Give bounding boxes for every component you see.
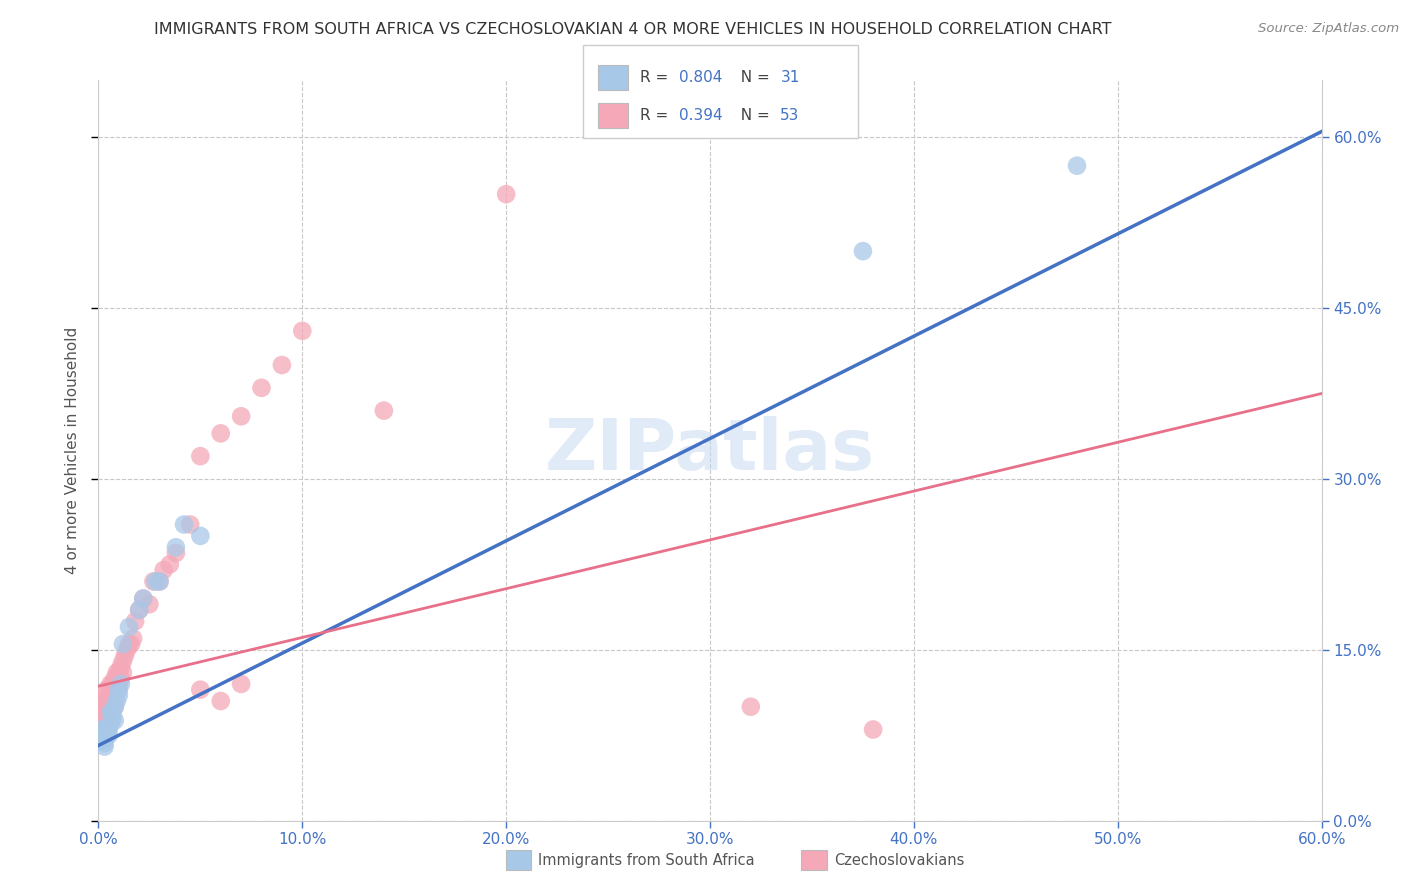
- Point: [89, 699, 111, 714]
- Text: Czechoslovakians: Czechoslovakians: [834, 854, 965, 868]
- Point: [132, 591, 155, 606]
- Point: [132, 591, 155, 606]
- Point: [96, 682, 118, 697]
- Point: [209, 426, 232, 441]
- Point: [93, 706, 115, 720]
- Point: [105, 665, 128, 680]
- Point: [110, 677, 132, 691]
- Point: [128, 603, 150, 617]
- Point: [373, 403, 395, 417]
- Point: [209, 694, 232, 708]
- Point: [100, 716, 122, 731]
- Point: [145, 574, 167, 589]
- Point: [96, 724, 118, 739]
- Point: [101, 706, 124, 720]
- Point: [108, 682, 131, 697]
- Point: [100, 677, 122, 691]
- Point: [110, 660, 132, 674]
- Point: [93, 736, 115, 750]
- Point: [122, 632, 145, 646]
- Point: [118, 620, 141, 634]
- Point: [104, 699, 127, 714]
- Point: [101, 682, 124, 697]
- Point: [105, 682, 128, 697]
- Point: [118, 637, 141, 651]
- Point: [165, 541, 187, 555]
- Point: [93, 699, 115, 714]
- Point: [101, 711, 124, 725]
- Point: [97, 694, 120, 708]
- Point: [124, 615, 146, 629]
- Point: [188, 449, 212, 463]
- Point: [93, 694, 115, 708]
- Point: [159, 558, 181, 572]
- Point: [100, 706, 122, 720]
- Point: [96, 689, 118, 703]
- Point: [93, 739, 115, 754]
- Point: [101, 677, 124, 691]
- Text: R =: R =: [640, 70, 673, 85]
- Point: [149, 574, 172, 589]
- Point: [91, 728, 114, 742]
- Point: [91, 716, 114, 731]
- Point: [111, 665, 134, 680]
- Point: [108, 665, 131, 680]
- Point: [97, 723, 120, 737]
- Point: [852, 244, 875, 259]
- Point: [188, 682, 212, 697]
- Point: [495, 187, 517, 202]
- Point: [1066, 159, 1088, 173]
- Y-axis label: 4 or more Vehicles in Household: 4 or more Vehicles in Household: [65, 326, 80, 574]
- Point: [104, 671, 127, 685]
- Point: [97, 711, 120, 725]
- Point: [250, 381, 273, 395]
- Point: [115, 642, 138, 657]
- Text: IMMIGRANTS FROM SOUTH AFRICA VS CZECHOSLOVAKIAN 4 OR MORE VEHICLES IN HOUSEHOLD : IMMIGRANTS FROM SOUTH AFRICA VS CZECHOSL…: [153, 22, 1112, 37]
- Text: 31: 31: [780, 70, 800, 85]
- Point: [104, 714, 127, 728]
- Text: Immigrants from South Africa: Immigrants from South Africa: [538, 854, 755, 868]
- Point: [179, 517, 201, 532]
- Point: [152, 563, 174, 577]
- Point: [740, 699, 762, 714]
- Point: [128, 603, 150, 617]
- Point: [105, 694, 128, 708]
- Point: [188, 529, 212, 543]
- Point: [111, 654, 134, 668]
- Point: [110, 671, 132, 685]
- Point: [862, 723, 884, 737]
- Point: [231, 677, 253, 691]
- Text: N =: N =: [731, 70, 775, 85]
- Text: 53: 53: [780, 109, 800, 123]
- Point: [165, 546, 187, 560]
- Point: [142, 574, 165, 589]
- Point: [270, 358, 294, 372]
- Text: ZIPatlas: ZIPatlas: [546, 416, 875, 485]
- Point: [89, 711, 111, 725]
- Point: [91, 723, 114, 737]
- Text: N =: N =: [731, 109, 775, 123]
- Point: [231, 409, 253, 424]
- Point: [173, 517, 195, 532]
- Point: [138, 597, 160, 611]
- Text: Source: ZipAtlas.com: Source: ZipAtlas.com: [1258, 22, 1399, 36]
- Point: [291, 324, 314, 338]
- Point: [108, 689, 131, 703]
- Point: [100, 689, 122, 703]
- Point: [91, 706, 114, 720]
- Point: [89, 734, 111, 748]
- Text: R =: R =: [640, 109, 673, 123]
- Point: [114, 648, 136, 663]
- Text: 0.804: 0.804: [679, 70, 723, 85]
- Point: [111, 637, 134, 651]
- Point: [108, 677, 131, 691]
- Point: [93, 731, 115, 746]
- Point: [120, 637, 142, 651]
- Text: 0.394: 0.394: [679, 109, 723, 123]
- Point: [97, 728, 120, 742]
- Point: [149, 574, 172, 589]
- Point: [96, 720, 118, 734]
- Point: [104, 699, 127, 714]
